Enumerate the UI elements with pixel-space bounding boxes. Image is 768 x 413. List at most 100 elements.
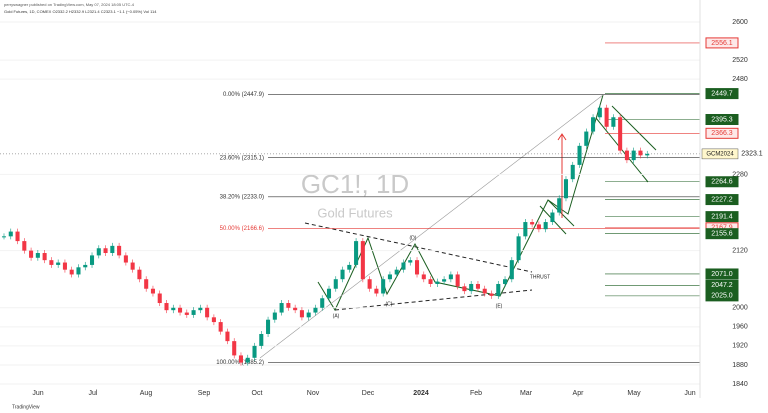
x-tick-label: Jul — [89, 390, 98, 397]
x-tick-label: Oct — [252, 390, 263, 397]
candle — [225, 331, 230, 342]
candle — [611, 117, 616, 127]
candle — [455, 274, 460, 287]
y-tick-label: 1880 — [732, 362, 748, 369]
candle — [1, 236, 7, 238]
level-label: 2556.1 — [711, 40, 733, 47]
candle — [347, 264, 352, 270]
candle — [76, 267, 81, 275]
y-tick-label: 1960 — [732, 324, 748, 331]
y-tick-label: 2480 — [732, 76, 748, 83]
candle — [279, 303, 284, 313]
candle — [394, 269, 399, 275]
x-tick-label: Feb — [470, 390, 482, 397]
candle — [408, 260, 413, 263]
level-label: 2395.3 — [711, 116, 733, 123]
candle — [618, 117, 623, 151]
candle — [245, 357, 250, 363]
y-tick-label: 2280 — [732, 171, 748, 178]
level-box — [705, 279, 739, 291]
candle — [401, 262, 406, 270]
pattern-label: (C) — [386, 301, 393, 307]
candle — [381, 279, 386, 294]
candle — [62, 262, 67, 270]
candle — [624, 150, 629, 161]
candle — [42, 253, 47, 261]
candle — [489, 293, 494, 296]
candle — [550, 212, 555, 223]
candle — [496, 283, 501, 296]
candle — [110, 245, 115, 254]
level-box — [705, 88, 739, 100]
candle — [117, 245, 122, 256]
candle — [164, 303, 169, 311]
candle — [306, 312, 311, 318]
candle — [597, 107, 602, 118]
x-tick-label: Aug — [140, 390, 153, 397]
pattern-label: (E) — [496, 303, 503, 309]
candle — [584, 131, 589, 146]
candle — [421, 274, 426, 280]
y-tick-label: 2000 — [732, 305, 748, 312]
ohlc: Gold Futures, 1D, COMEX O2332.2 H2332.9 … — [4, 9, 157, 14]
level-label: 2264.6 — [711, 179, 733, 186]
candle — [577, 145, 582, 165]
candle — [509, 260, 514, 280]
x-tick-label: May — [627, 390, 641, 397]
candle — [238, 355, 244, 363]
candle — [414, 260, 420, 275]
candle — [475, 283, 480, 289]
candle — [374, 288, 379, 294]
level-box — [705, 127, 739, 139]
candle — [266, 319, 271, 334]
candle — [604, 107, 609, 127]
candle — [35, 253, 40, 258]
level-box — [705, 194, 739, 206]
candle — [252, 345, 257, 358]
candle — [320, 298, 325, 308]
pattern-label: THRUST — [530, 274, 550, 280]
candle — [333, 279, 338, 289]
brand: TradingView — [12, 404, 40, 410]
level-label: 2025.0 — [711, 293, 733, 300]
candle — [49, 260, 54, 265]
candle — [69, 269, 74, 275]
candle — [482, 288, 487, 294]
publisher: perryswagner published on TradingView.co… — [4, 2, 135, 7]
candle — [536, 224, 541, 230]
fib-label: 50.00% (2166.6) — [220, 226, 264, 232]
candle — [469, 283, 474, 292]
level-label: 2191.4 — [711, 213, 733, 220]
y-tick-label: 1920 — [732, 343, 748, 350]
candle — [130, 262, 135, 270]
candle — [530, 222, 535, 225]
candle — [22, 241, 27, 251]
fib-label: 0.00% (2447.9) — [223, 92, 264, 98]
symbol-box — [701, 148, 739, 160]
candle — [442, 279, 447, 282]
candle — [83, 264, 88, 268]
candle — [448, 274, 453, 280]
watermark-subtitle: Gold Futures — [317, 205, 393, 220]
symbol-label: GCM2024 — [706, 151, 734, 157]
x-tick-label: Sep — [198, 390, 211, 397]
y-tick-label: 2120 — [732, 247, 748, 254]
candle — [56, 262, 61, 265]
candle — [211, 317, 216, 323]
candle — [523, 222, 528, 237]
candle — [259, 333, 264, 346]
level-box — [705, 176, 739, 188]
candle — [428, 279, 433, 284]
candle — [645, 153, 650, 156]
candle — [272, 312, 277, 320]
y-tick-label: 2520 — [732, 57, 748, 64]
candle — [638, 150, 643, 156]
candle — [340, 269, 345, 280]
candle — [8, 231, 13, 237]
y-tick-label: 2600 — [732, 19, 748, 26]
x-tick-label: Mar — [520, 390, 533, 397]
level-box — [705, 211, 739, 223]
level-label: 2167.9 — [711, 225, 733, 232]
x-tick-label: Nov — [307, 390, 320, 397]
